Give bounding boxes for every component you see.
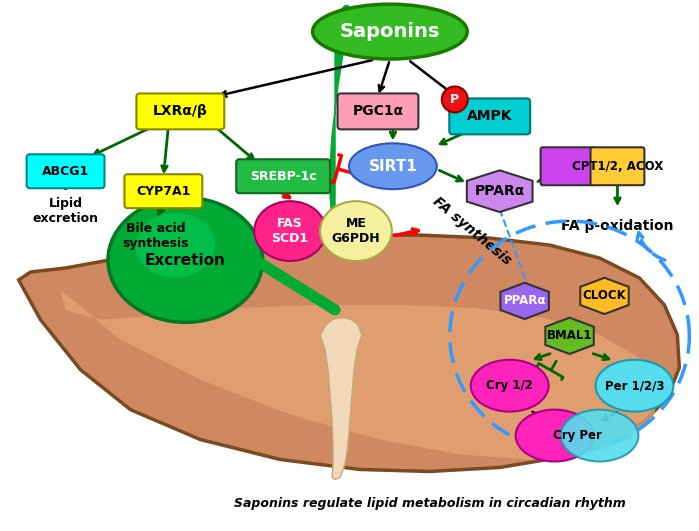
Circle shape — [442, 87, 468, 113]
Text: PPARα: PPARα — [503, 294, 546, 307]
Text: Cry 1/2: Cry 1/2 — [487, 379, 533, 392]
Ellipse shape — [596, 360, 673, 412]
Polygon shape — [545, 318, 593, 354]
Text: Lipid
excretion: Lipid excretion — [33, 197, 99, 225]
Text: ABCG1: ABCG1 — [42, 165, 89, 178]
Text: CYP7A1: CYP7A1 — [136, 185, 191, 198]
Text: Bile acid
synthesis: Bile acid synthesis — [122, 222, 189, 250]
FancyBboxPatch shape — [27, 155, 104, 188]
Ellipse shape — [561, 409, 638, 461]
Ellipse shape — [470, 360, 549, 412]
Text: FA β-oxidation: FA β-oxidation — [561, 219, 674, 233]
Text: LXRα/β: LXRα/β — [153, 105, 208, 118]
FancyBboxPatch shape — [124, 174, 202, 208]
Text: SIRT1: SIRT1 — [368, 159, 417, 174]
Polygon shape — [467, 170, 533, 212]
Polygon shape — [61, 290, 659, 459]
Text: AMPK: AMPK — [467, 109, 512, 123]
Text: Cry Per: Cry Per — [553, 429, 602, 442]
FancyBboxPatch shape — [540, 147, 595, 185]
Text: CPT1/2, ACOX: CPT1/2, ACOX — [572, 160, 663, 173]
FancyBboxPatch shape — [449, 98, 530, 134]
Ellipse shape — [108, 198, 263, 322]
Ellipse shape — [254, 201, 326, 261]
Text: FAS
SCD1: FAS SCD1 — [271, 217, 309, 245]
Polygon shape — [330, 6, 350, 240]
Text: PPARα: PPARα — [475, 184, 525, 198]
Polygon shape — [19, 235, 679, 472]
Text: SREBP-1c: SREBP-1c — [250, 170, 317, 183]
Text: BMAL1: BMAL1 — [547, 329, 592, 342]
Text: CLOCK: CLOCK — [583, 289, 626, 303]
Text: Saponins regulate lipid metabolism in circadian rhythm: Saponins regulate lipid metabolism in ci… — [234, 498, 626, 510]
FancyBboxPatch shape — [591, 147, 644, 185]
Ellipse shape — [516, 409, 593, 461]
Text: Excretion: Excretion — [145, 253, 226, 268]
Ellipse shape — [320, 201, 392, 261]
FancyBboxPatch shape — [236, 159, 330, 193]
Polygon shape — [500, 282, 549, 319]
Text: Per 1/2/3: Per 1/2/3 — [605, 379, 664, 392]
Text: FA synthesis: FA synthesis — [430, 194, 514, 268]
Ellipse shape — [312, 4, 467, 59]
Text: ME
G6PDH: ME G6PDH — [331, 217, 380, 245]
Text: PGC1α: PGC1α — [352, 105, 403, 118]
Text: Saponins: Saponins — [340, 22, 440, 41]
FancyBboxPatch shape — [136, 93, 224, 130]
Ellipse shape — [136, 212, 215, 278]
Polygon shape — [320, 318, 362, 479]
FancyBboxPatch shape — [338, 93, 419, 130]
Ellipse shape — [349, 143, 437, 189]
Polygon shape — [580, 278, 628, 314]
Text: P: P — [450, 93, 459, 106]
